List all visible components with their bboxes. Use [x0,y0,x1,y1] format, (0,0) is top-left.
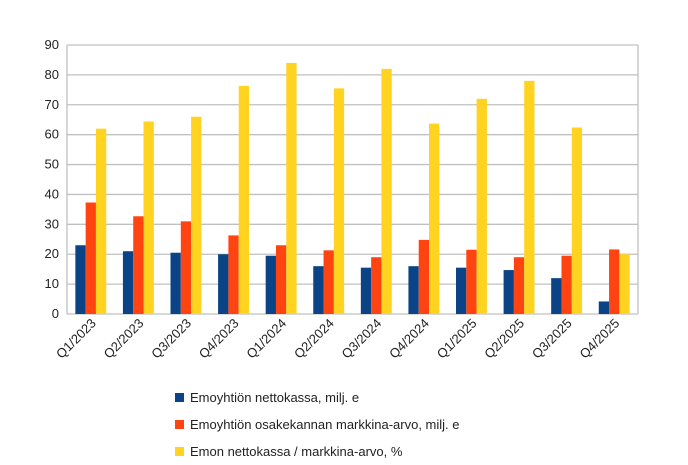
bar [275,245,287,314]
bar [418,239,430,314]
y-tick-label: 40 [45,186,59,201]
bar [456,267,467,314]
bar [170,252,181,314]
bar [429,123,440,314]
bar [381,68,392,315]
bar [133,216,144,314]
bar [228,235,239,314]
bar [371,257,382,314]
y-tick-label: 50 [45,157,59,172]
legend-label: Emoyhtiön osakekannan markkina-arvo, mil… [190,417,460,432]
legend-swatch [175,393,184,402]
bar [122,251,134,314]
bar [408,266,419,314]
bar [286,62,297,314]
bar [619,254,630,314]
y-tick-label: 90 [45,37,59,52]
bar [609,249,620,314]
y-tick-label: 80 [45,67,59,82]
bar [513,257,525,314]
legend-item: Emon nettokassa / markkina-arvo, % [175,438,460,465]
x-tick-label: Q2/2024 [291,316,337,362]
bar [75,245,86,314]
bar [503,270,514,314]
y-tick-label: 10 [45,276,59,291]
bar [180,221,192,314]
legend: Emoyhtiön nettokassa, milj. e Emoyhtiön … [175,384,460,465]
bar [598,301,610,314]
bar [524,80,535,314]
bar [551,278,562,314]
bar [238,85,249,314]
x-tick-label: Q3/2024 [339,316,385,362]
bar [313,266,324,314]
legend-label: Emon nettokassa / markkina-arvo, % [190,444,403,459]
x-tick-label: Q1/2023 [53,316,99,362]
bar [191,116,202,314]
bar [561,255,572,314]
legend-item: Emoyhtiön osakekannan markkina-arvo, mil… [175,411,460,438]
bar [323,250,334,314]
y-tick-label: 70 [45,97,59,112]
legend-label: Emoyhtiön nettokassa, milj. e [190,390,360,405]
x-tick-label: Q4/2025 [576,316,622,362]
legend-swatch [175,447,184,456]
legend-item: Emoyhtiön nettokassa, milj. e [175,384,460,411]
x-tick-label: Q3/2023 [148,316,194,362]
x-tick-label: Q4/2023 [196,316,242,362]
bar [333,88,345,314]
bar [85,202,96,314]
bar [265,255,276,314]
bar [466,249,477,314]
x-tick-label: Q3/2025 [529,316,575,362]
x-tick-label: Q4/2024 [386,316,432,362]
y-tick-label: 30 [45,216,59,231]
bar [476,98,487,314]
bar [218,254,229,314]
x-tick-label: Q1/2024 [243,316,289,362]
x-tick-label: Q2/2025 [481,316,527,362]
x-tick-label: Q1/2025 [434,316,480,362]
bar [571,127,583,314]
y-tick-label: 60 [45,127,59,142]
bar [143,121,154,314]
bar [360,267,372,314]
legend-swatch [175,420,184,429]
y-tick-label: 0 [52,306,59,321]
bar [95,128,107,314]
y-tick-label: 20 [45,246,59,261]
x-tick-label: Q2/2023 [101,316,147,362]
